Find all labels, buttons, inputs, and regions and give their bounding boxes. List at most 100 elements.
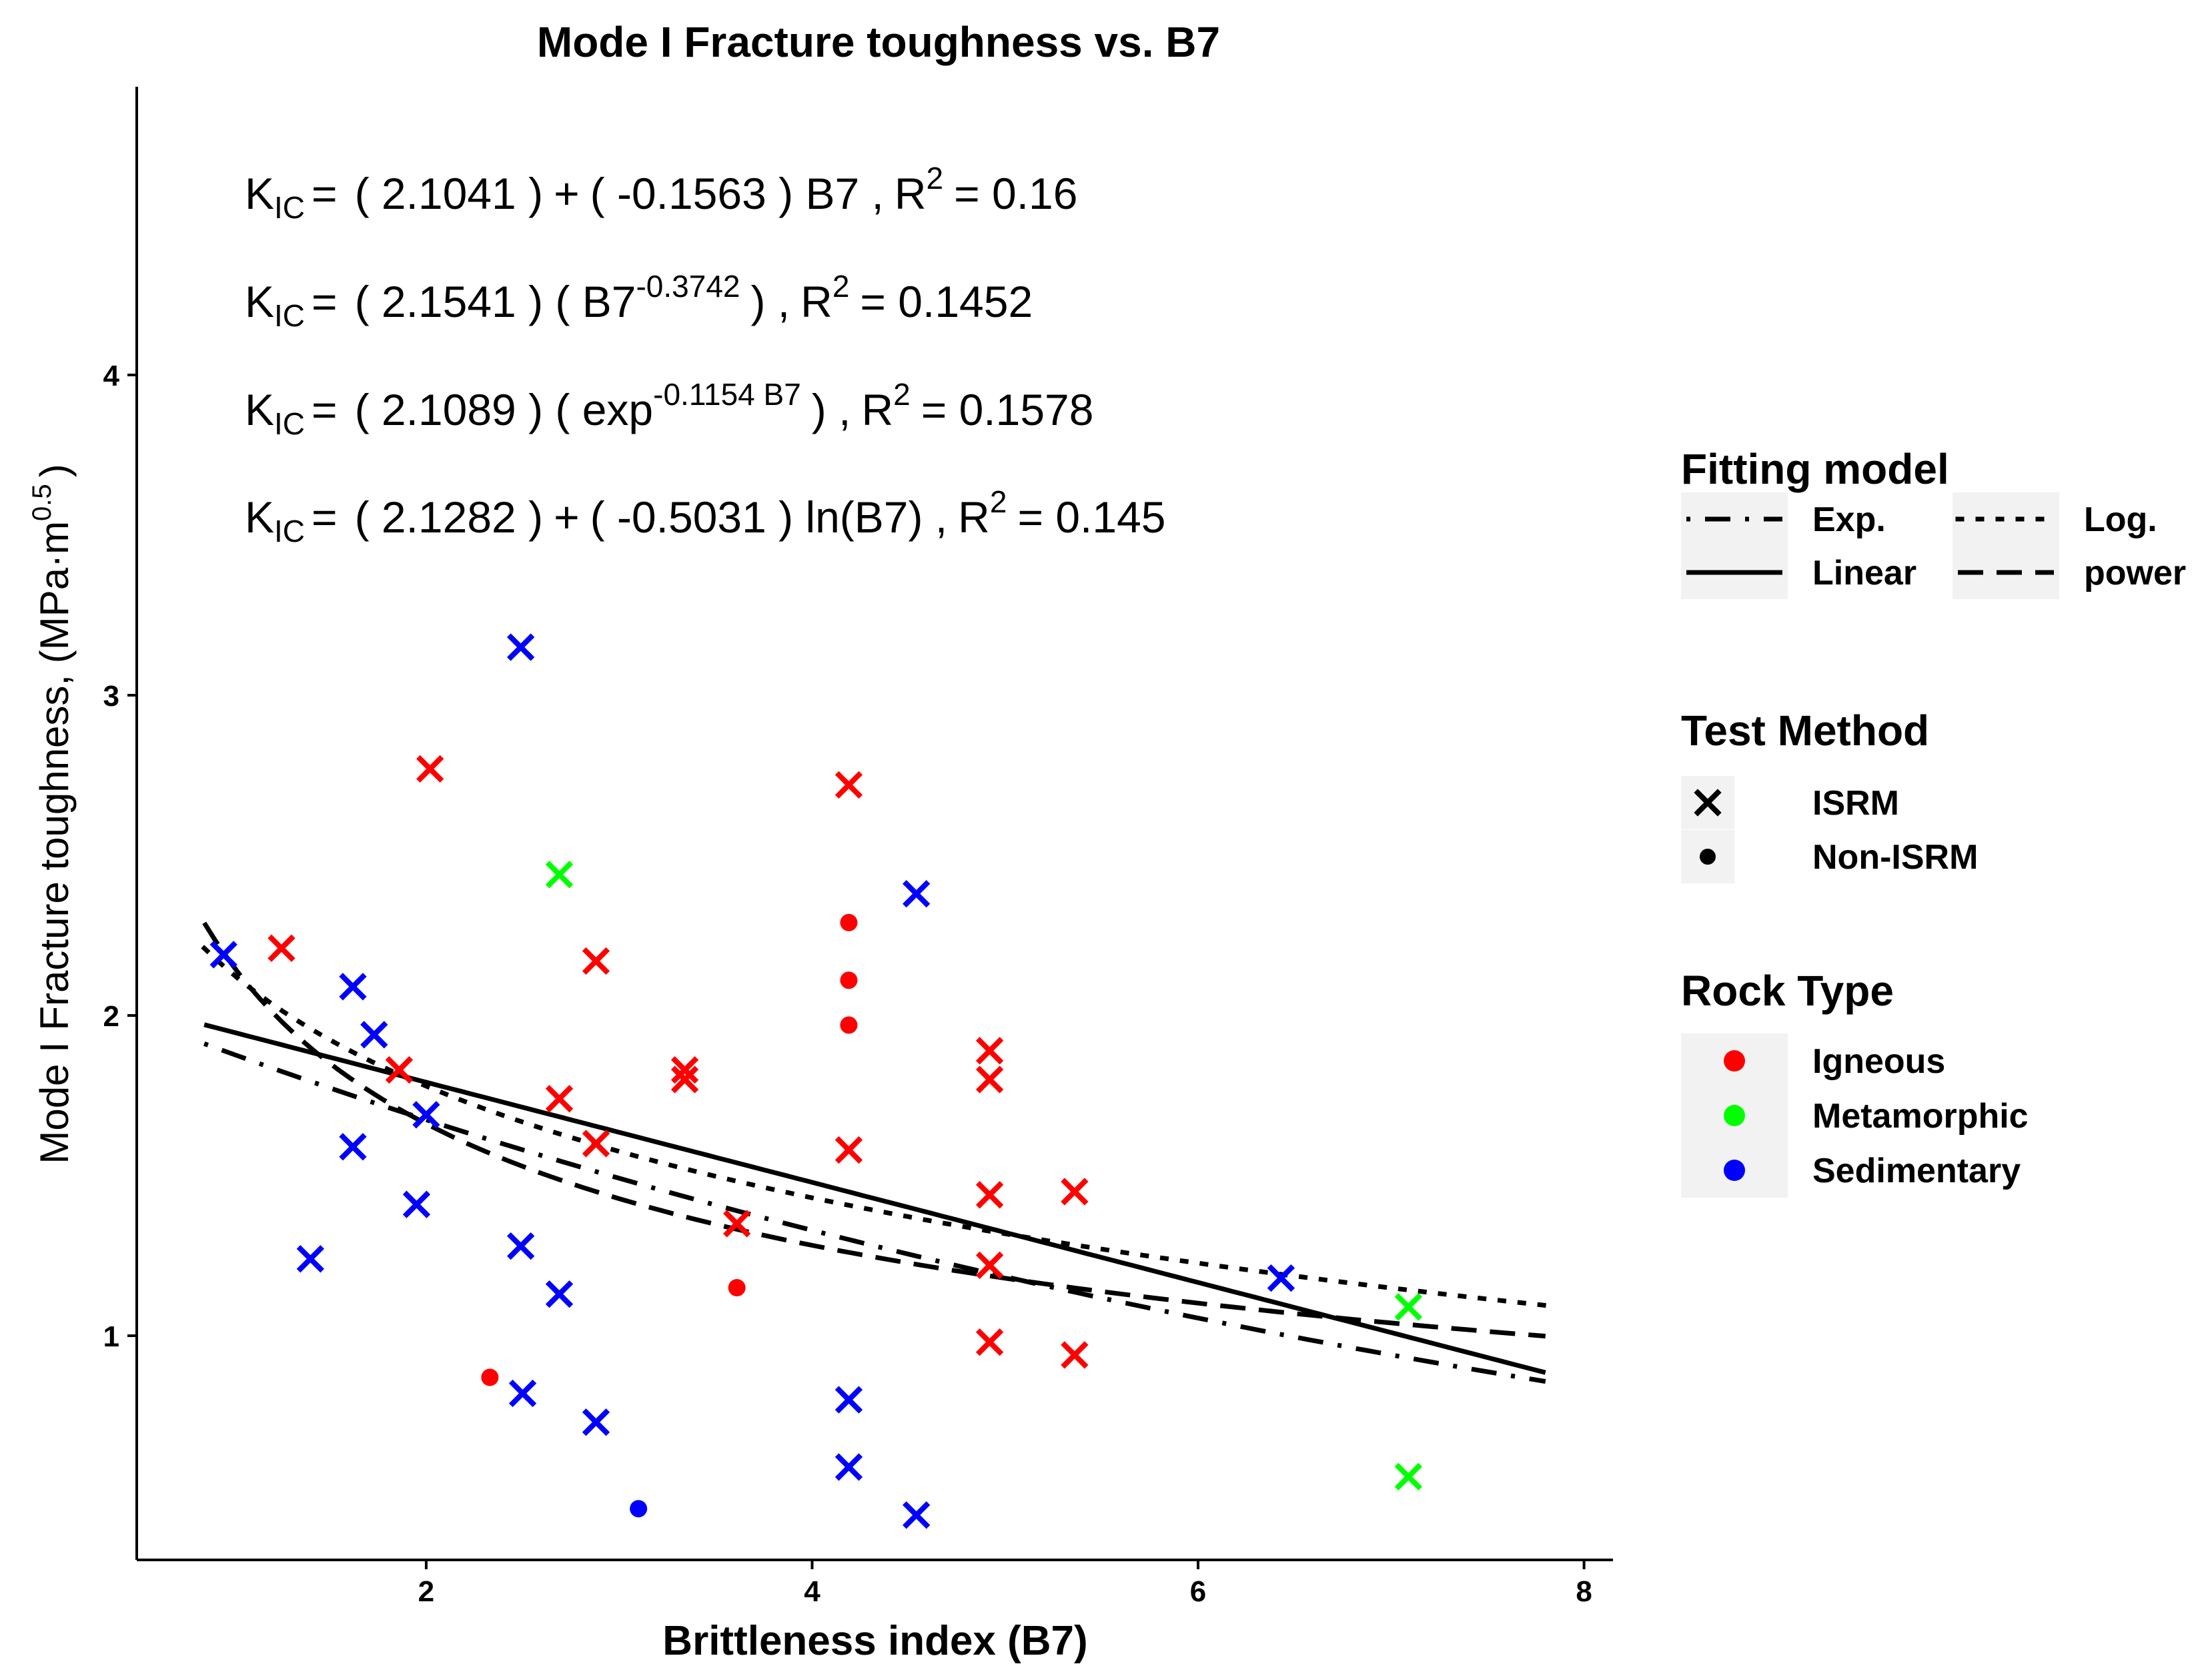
data-point-sedimentary-isrm bbox=[582, 1408, 610, 1436]
cross-mark bbox=[412, 1101, 440, 1129]
legend-fitting-model: Fitting model Exp. Log. Linear power bbox=[1681, 445, 2186, 599]
eq-term: R bbox=[861, 385, 893, 434]
cross-mark bbox=[975, 1181, 1004, 1209]
eq-term: = 0.145 bbox=[1017, 492, 1165, 542]
eq-equals: = bbox=[312, 277, 338, 326]
cross-mark bbox=[1394, 1462, 1423, 1491]
chart-title: Mode I Fracture toughness vs. B7 bbox=[537, 18, 1220, 66]
cross-mark bbox=[545, 1085, 574, 1113]
legend-rock-type: Rock Type Igneous Metamorphic Sedimentary bbox=[1681, 967, 2029, 1198]
legend-method-title: Test Method bbox=[1681, 707, 1929, 755]
x-tick-label: 4 bbox=[804, 1575, 820, 1608]
eq-term: ) , bbox=[812, 385, 851, 434]
legend-method-label: ISRM bbox=[1812, 784, 1899, 823]
eq-superscript: -0.3742 bbox=[636, 269, 740, 304]
data-point-igneous-isrm bbox=[975, 1066, 1004, 1094]
eq-term: ( -0.1563 ) B7 , bbox=[590, 169, 884, 218]
cross-mark bbox=[835, 1453, 863, 1481]
legend-fitting-title: Fitting model bbox=[1681, 445, 1949, 493]
legend-rock-swatch bbox=[1724, 1105, 1745, 1126]
cross-mark bbox=[835, 771, 863, 799]
data-point-sedimentary-isrm bbox=[360, 1021, 388, 1049]
eq-superscript: 2 bbox=[833, 269, 850, 304]
y-tick-label: 3 bbox=[103, 680, 119, 713]
data-point-sedimentary-isrm bbox=[903, 1501, 931, 1529]
data-point-sedimentary-isrm bbox=[903, 879, 931, 908]
cross-mark bbox=[975, 1037, 1004, 1065]
data-point-igneous-non-isrm bbox=[840, 971, 858, 989]
y-axis-label: Mode I Fracture toughness, (MPa·m0.5) bbox=[27, 464, 77, 1164]
data-point-sedimentary-non-isrm bbox=[630, 1500, 648, 1518]
data-point-sedimentary-isrm bbox=[835, 1453, 863, 1481]
eq-term: = 0.1578 bbox=[921, 385, 1094, 434]
data-point-igneous-isrm bbox=[975, 1037, 1004, 1065]
eq-lhs-sub: IC bbox=[274, 298, 305, 333]
cross-mark bbox=[507, 1232, 535, 1260]
eq-term: ( -0.5031 ) ln(B7) , bbox=[590, 492, 948, 542]
data-point-metamorphic-isrm bbox=[1394, 1293, 1423, 1321]
cross-mark bbox=[670, 1066, 699, 1094]
data-point-igneous-isrm bbox=[1061, 1178, 1089, 1206]
cross-mark bbox=[402, 1190, 431, 1218]
eq-term: R bbox=[895, 169, 927, 218]
eq-lhs-sub: IC bbox=[274, 190, 305, 225]
legend-fit-label: power bbox=[2084, 554, 2186, 592]
data-point-igneous-isrm bbox=[385, 1056, 414, 1084]
cross-mark bbox=[545, 1280, 574, 1308]
data-point-igneous-isrm bbox=[975, 1251, 1004, 1280]
x-tick-label: 2 bbox=[418, 1575, 434, 1608]
fit-equation-4: KIC = ( 2.1282 ) +( -0.5031 ) ln(B7) , R2 = 0… bbox=[245, 484, 1165, 548]
cross-mark bbox=[267, 934, 296, 962]
data-point-sedimentary-isrm bbox=[507, 1232, 535, 1260]
legend-cross-symbol bbox=[1694, 789, 1722, 817]
data-point-igneous-isrm bbox=[835, 771, 863, 799]
data-point-sedimentary-isrm bbox=[339, 1133, 367, 1161]
y-axis-label-close: ) bbox=[32, 464, 77, 477]
cross-mark bbox=[385, 1056, 414, 1084]
data-point-igneous-isrm bbox=[670, 1066, 699, 1094]
eq-lhs-sub: IC bbox=[274, 514, 305, 548]
data-point-igneous-isrm bbox=[835, 1136, 863, 1164]
eq-term: ) , bbox=[750, 277, 790, 326]
data-point-sedimentary-isrm bbox=[296, 1245, 325, 1273]
eq-equals: = bbox=[312, 492, 338, 542]
cross-mark bbox=[903, 1501, 931, 1529]
y-tick-label: 2 bbox=[103, 1000, 119, 1033]
data-point-igneous-isrm bbox=[1061, 1341, 1089, 1369]
data-point-metamorphic-isrm bbox=[545, 861, 574, 889]
cross-mark bbox=[339, 1133, 367, 1161]
cross-mark bbox=[723, 1210, 751, 1238]
legend-rock-label: Igneous bbox=[1812, 1042, 1945, 1081]
legend-rock-label: Sedimentary bbox=[1812, 1152, 2021, 1190]
cross-mark bbox=[1061, 1178, 1089, 1206]
data-point-igneous-isrm bbox=[582, 1130, 610, 1158]
eq-term: = 0.1452 bbox=[860, 277, 1033, 326]
cross-mark bbox=[582, 1130, 610, 1158]
cross-mark bbox=[416, 755, 444, 783]
data-point-igneous-non-isrm bbox=[840, 913, 858, 931]
y-axis-label-main: Mode I Fracture toughness, (MPa·m bbox=[32, 521, 77, 1164]
cross-mark bbox=[545, 861, 574, 889]
x-tick-label: 8 bbox=[1576, 1575, 1592, 1608]
data-point-sedimentary-isrm bbox=[1267, 1264, 1295, 1292]
cross-mark bbox=[835, 1136, 863, 1164]
eq-term: = 0.16 bbox=[954, 169, 1077, 218]
data-point-igneous-isrm bbox=[723, 1210, 751, 1238]
cross-mark bbox=[582, 1408, 610, 1436]
data-point-igneous-isrm bbox=[975, 1181, 1004, 1209]
eq-lhs: K bbox=[245, 385, 274, 434]
eq-superscript: -0.1154 B7 bbox=[653, 377, 801, 412]
cross-mark bbox=[1267, 1264, 1295, 1292]
eq-lhs: K bbox=[245, 169, 274, 218]
eq-superscript: 2 bbox=[927, 161, 944, 195]
legend-rock-swatch bbox=[1724, 1050, 1745, 1072]
eq-equals: = bbox=[312, 169, 338, 218]
data-point-sedimentary-isrm bbox=[835, 1386, 863, 1414]
x-axis-label: Brittleness index (B7) bbox=[662, 1618, 1087, 1664]
eq-term: R bbox=[800, 277, 833, 326]
fit-equation-1: KIC = ( 2.1041 ) +( -0.1563 ) B7 , R2 = 0.16 bbox=[245, 161, 1077, 225]
cross-mark bbox=[1061, 1341, 1089, 1369]
data-point-igneous-isrm bbox=[582, 947, 610, 975]
cross-mark bbox=[209, 941, 237, 969]
